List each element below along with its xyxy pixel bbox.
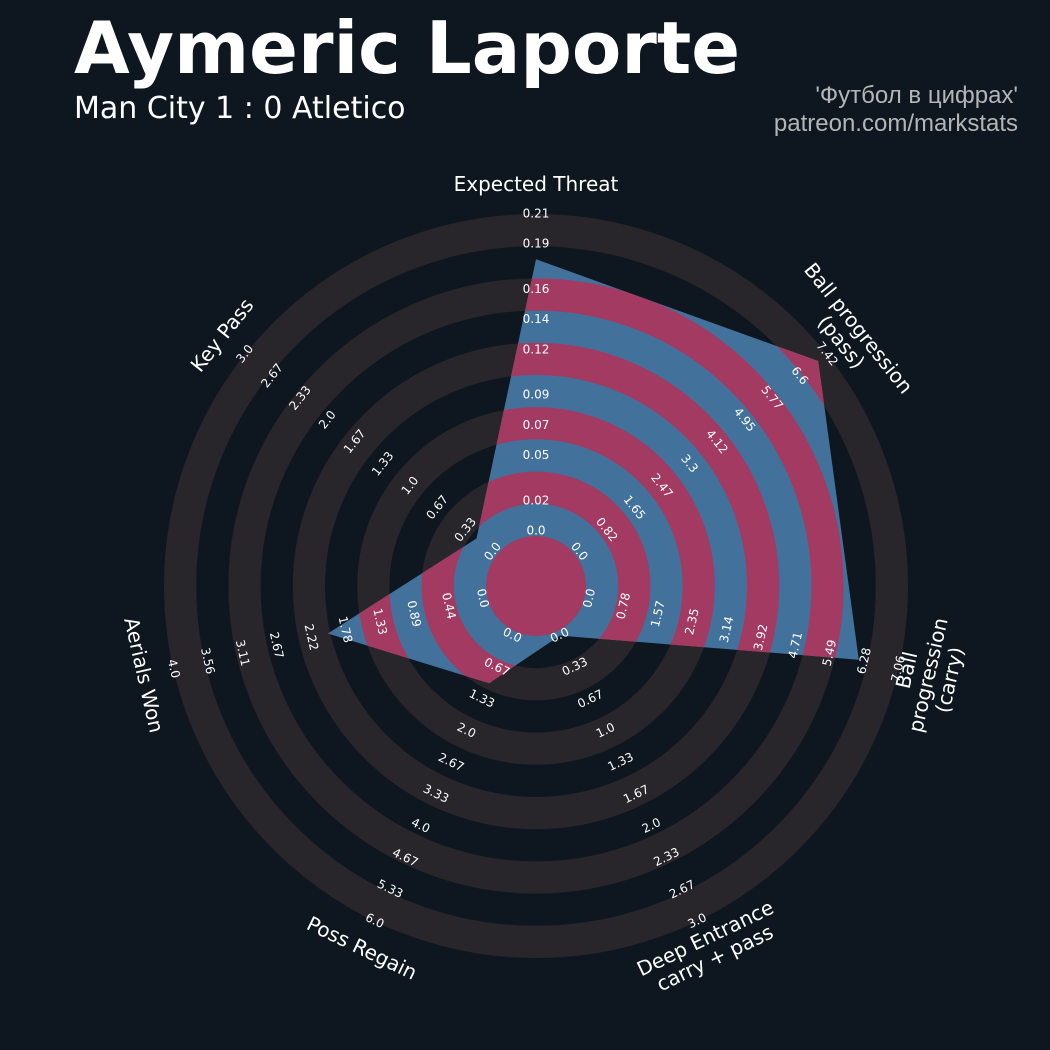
tick-label: 0.14	[523, 312, 550, 326]
tick-label: 1.33	[370, 607, 390, 636]
radar-band	[421, 471, 651, 684]
tick-label: 5.49	[820, 638, 840, 667]
tick-label: 4.71	[786, 631, 806, 660]
tick-label: 2.67	[267, 631, 287, 660]
tick-label: 1.78	[336, 615, 356, 644]
tick-label: 2.67	[436, 750, 466, 774]
tick-label: 1.33	[606, 750, 636, 774]
tick-label: 3.56	[198, 646, 218, 675]
category-label: Expected Threat	[453, 172, 619, 196]
tick-label: 3.92	[751, 623, 771, 652]
tick-label: 0.09	[523, 388, 550, 402]
radar-band	[327, 342, 780, 684]
tick-label: 3.14	[717, 615, 737, 644]
tick-label: 0.16	[523, 282, 550, 296]
credit: 'Футбол в цифрах'	[815, 82, 1018, 109]
tick-label: 4.0	[165, 658, 183, 680]
tick-label: 0.07	[523, 418, 550, 432]
tick-label: 0.19	[523, 237, 550, 251]
tick-label: 3.11	[233, 638, 253, 667]
tick-label: 0.0	[474, 587, 492, 609]
tick-label: 0.02	[523, 493, 550, 507]
tick-label: 0.89	[404, 599, 424, 628]
chart-subtitle: Man City 1 : 0 Atletico	[74, 91, 406, 126]
tick-label: 2.22	[302, 623, 322, 652]
tick-label: 0.05	[523, 448, 550, 462]
tick-label: 0.12	[523, 342, 550, 356]
ring	[164, 214, 908, 958]
tick-label: 0.0	[580, 587, 598, 609]
credit: patreon.com/markstats	[773, 110, 1018, 137]
tick-label: 7.06	[888, 654, 908, 683]
tick-label: 2.35	[682, 607, 702, 636]
chart-title: Aymeric Laporte	[74, 6, 741, 90]
radar-band	[327, 278, 844, 684]
radar-band	[486, 536, 586, 636]
tick-label: 6.28	[854, 646, 874, 675]
tick-label: 0.78	[613, 591, 633, 620]
tick-label: 0.0	[526, 524, 545, 538]
tick-label: 0.44	[439, 591, 459, 620]
tick-label: 0.21	[523, 207, 550, 221]
tick-label: 1.33	[369, 449, 397, 479]
tick-label: 1.57	[648, 599, 668, 628]
